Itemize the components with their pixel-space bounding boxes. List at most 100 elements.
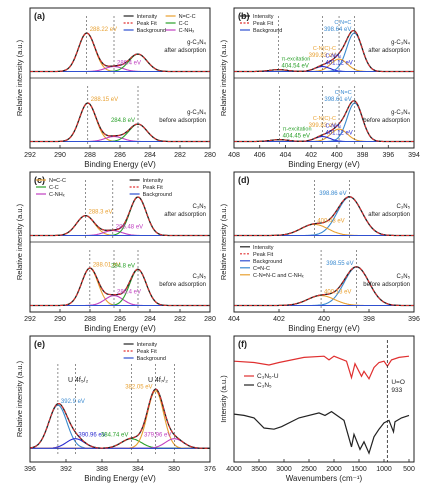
panel-a: 288.22 eV 286.4 eV g-C₃N₄ after adsorption 2… — [15, 7, 216, 169]
panel-b-tick-label-1: 406 — [254, 152, 266, 159]
panel-f-series-0 — [233, 355, 410, 381]
panel-e-0-intensity — [29, 388, 210, 449]
panel-b-legend-label-2: Background — [253, 28, 282, 34]
panel-c-ylabel: Relative intensity (a.u.) — [15, 203, 24, 280]
panel-e-ylabel: Relative intensity (a.u.) — [15, 360, 24, 437]
panel-c-1-peak-0-label: 288.01 eV — [93, 262, 120, 268]
panel-e-xlabel: Binding Energy (eV) — [84, 474, 156, 483]
panel-a-0-peak-fit — [30, 32, 210, 73]
panel-b-0-sample: g-C₃N₄ — [391, 40, 410, 46]
panel-a-1-peak-2 — [30, 123, 210, 143]
panel-f-ylabel: Intensity (a.u.) — [219, 375, 228, 423]
panel-f-frame — [233, 335, 415, 463]
panel-e-tick-label-2: 388 — [96, 466, 108, 473]
panel-b-1-peak-fit — [234, 100, 414, 143]
panel-b-1-sample: g-C₃N₄ — [391, 110, 410, 116]
panel-c-1-peak-2-label: 284.8 eV — [111, 264, 135, 270]
panel-b-tick-label-5: 398 — [357, 152, 369, 159]
panel-a-0-peak-1-label: 286.4 eV — [117, 61, 141, 67]
panel-b-tick-label-0: 408 — [228, 152, 240, 159]
panel-b-tick-label-4: 400 — [331, 152, 343, 159]
panel-c-legend-label-1: C-C — [49, 185, 59, 191]
panel-b-1-peak-2-label: 401.12 eV — [325, 131, 352, 137]
panel-a-tick-label-5: 282 — [174, 152, 186, 159]
panel-d-0-peak-0-label: 398.86 eV — [319, 191, 346, 197]
panel-d-0-state: after adsorption — [368, 212, 410, 218]
panel-a-tick-label-4: 284 — [144, 152, 156, 159]
panel-c-tick-label-3: 286 — [114, 316, 126, 323]
panel-b-1-state: before adsorption — [363, 118, 410, 124]
panel-d: 398.86 eV 400.43 eV C₃N₅ after adsorption 39… — [219, 171, 420, 333]
panel-d-0-peak-1-label: 400.43 eV — [317, 218, 344, 224]
panel-d-tick-label-4: 396 — [408, 316, 420, 323]
panel-f-tick-label-0: 4000 — [226, 466, 242, 473]
panel-f-tick-label-3: 2500 — [301, 466, 317, 473]
panel-d-legend-label-0: Intensity — [253, 245, 274, 251]
panel-c-0-sample: C₃N₅ — [192, 204, 206, 210]
panel-a-legend-label-3: N=C-C — [179, 14, 196, 20]
panel-e-legend-label-2: Background — [137, 356, 166, 362]
panel-e-tick-label-3: 384 — [132, 466, 144, 473]
panel-b-0-peak-fit — [234, 30, 414, 73]
panel-c-legend-label-3: Intensity — [143, 178, 164, 184]
panel-e-annotation-1: U 4f₇/₂ — [148, 377, 168, 384]
panel-c-tick-label-2: 288 — [84, 316, 96, 323]
panel-a-ylabel: Relative intensity (a.u.) — [15, 39, 24, 116]
panel-f-tick-label-7: 500 — [403, 466, 415, 473]
panel-c-1-sample: C₃N₅ — [192, 274, 206, 280]
panel-e-tick-label-1: 392 — [60, 466, 72, 473]
panel-e-0-peak-fit — [29, 388, 210, 449]
panel-a-1-peak-2-label: 284.8 eV — [111, 118, 135, 124]
panel-d-label: (d) — [238, 175, 250, 185]
panel-e-frame — [29, 335, 211, 463]
panel-d-1-sample: C₃N₅ — [396, 274, 410, 280]
panel-a-tick-label-2: 288 — [84, 152, 96, 159]
panel-d-legend-label-3: C=N-C — [253, 266, 270, 272]
panel-c-0-state: after adsorption — [164, 212, 206, 218]
panel-f-label: (f) — [238, 339, 247, 349]
panel-a-xlabel: Binding Energy (eV) — [84, 160, 156, 169]
panel-f-legend-label-1: C₃N₅ — [257, 382, 272, 389]
panel-c-tick-label-5: 282 — [174, 316, 186, 323]
panel-b-0-peak-0-label: 398.64 eV — [324, 27, 351, 33]
panel-c-legend-label-2: C-NHₓ — [49, 192, 65, 198]
panel-c-tick-label-1: 290 — [54, 316, 66, 323]
panel-b-xlabel: Binding Energy (eV) — [288, 160, 360, 169]
panel-f-xlabel: Wavenumbers (cm⁻¹) — [286, 474, 363, 483]
panel-d-legend-label-2: Background — [253, 259, 282, 265]
panel-a-legend-label-1: Peak Fit — [137, 21, 158, 27]
panel-d-1-peak-fit — [234, 266, 414, 307]
panel-c-1-peak-1 — [30, 295, 210, 307]
panel-b-0-peak-2-label: 401.12 eV — [325, 61, 352, 67]
panel-d-0-sample: C₃N₅ — [396, 204, 410, 210]
panel-d-ylabel: Relative intensity (a.u.) — [219, 203, 228, 280]
panel-a-tick-label-1: 290 — [54, 152, 66, 159]
panel-b-1-peak-0-label: 398.61 eV — [324, 97, 351, 103]
panel-c-tick-label-4: 284 — [144, 316, 156, 323]
panel-b-ylabel: Relative intensity (a.u.) — [219, 39, 228, 116]
panel-b-0-peak-2-group: C-NH₂ — [325, 54, 341, 60]
panel-b-1-peak-2-group: C-NH₂ — [325, 124, 341, 130]
panel-a-tick-label-3: 286 — [114, 152, 126, 159]
panel-e-legend-label-1: Peak Fit — [137, 349, 158, 355]
panel-a-1-state: before adsorption — [159, 118, 206, 124]
panel-e-tick-label-4: 380 — [168, 466, 180, 473]
panel-d-legend-label-4: C-N=N-C and C-NHₓ — [253, 273, 304, 279]
panel-a-label: (a) — [34, 11, 45, 21]
panel-d-0-peak-fit — [234, 196, 414, 237]
panel-b-legend-label-1: Peak Fit — [253, 21, 274, 27]
panel-d-legend-label-1: Peak Fit — [253, 252, 274, 258]
panel-a-1-peak-fit — [30, 102, 210, 143]
panel-e-0-peak-1-label: 390.96 eV — [78, 433, 105, 439]
panel-d-1-state: before adsorption — [363, 282, 410, 288]
panel-e-0-peak-0-label: 392.9 eV — [61, 399, 85, 405]
panel-b-0-peak-1-group: C-N(C)-C — [313, 46, 336, 52]
panel-a-legend-label-0: Intensity — [137, 14, 158, 20]
panel-b-0-state: after adsorption — [368, 48, 410, 54]
panel-d-tick-label-0: 404 — [228, 316, 240, 323]
panel-c-xlabel: Binding Energy (eV) — [84, 324, 156, 333]
panel-f-tick-label-2: 3000 — [276, 466, 292, 473]
panel-d-1-peak-1-label: 400.13 eV — [324, 290, 351, 296]
